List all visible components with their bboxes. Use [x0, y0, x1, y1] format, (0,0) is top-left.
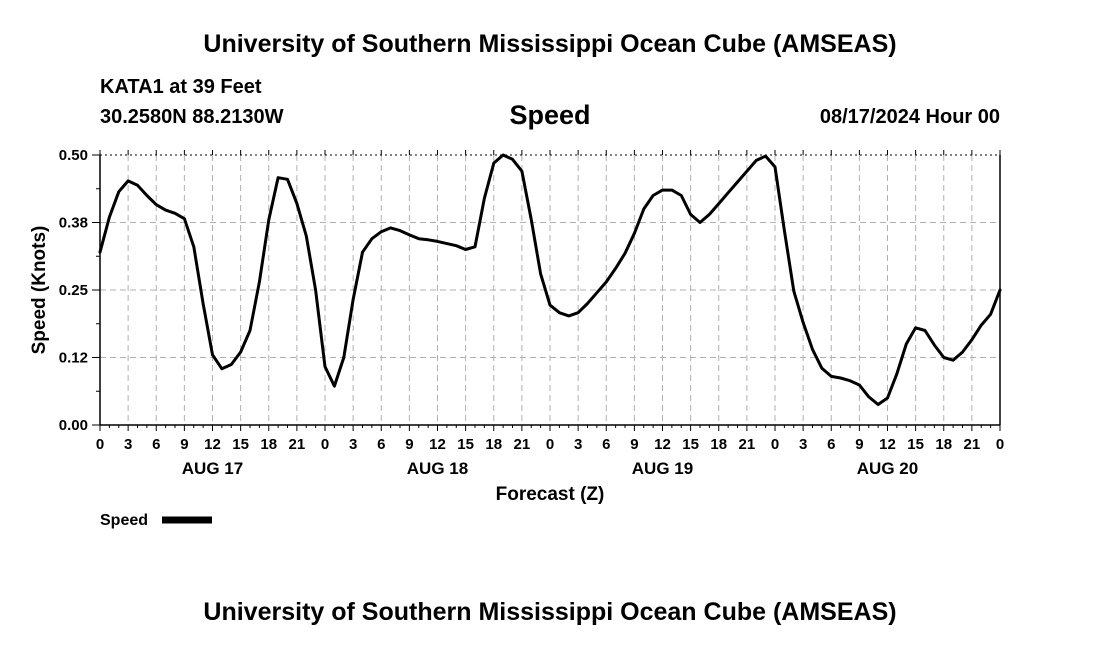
x-tick-label: 21	[739, 436, 756, 453]
y-axis-label: Speed (Knots)	[29, 226, 50, 355]
x-tick-label: 15	[682, 436, 699, 453]
grid	[100, 154, 1000, 425]
x-tick-label: 12	[204, 436, 221, 453]
x-tick-label: 18	[485, 436, 502, 453]
station-label: KATA1 at 39 Feet	[100, 76, 262, 98]
tick-labels: 0 3 6 9 12 15 18 21 0 3 6 9 12 15 18 21 0 3 6 9 12 15 18 21 0 3 6 9…	[59, 147, 1004, 478]
x-tick-label: 0	[546, 436, 554, 453]
legend-label: Speed	[100, 512, 148, 529]
coordinates-label: 30.2580N 88.2130W	[100, 106, 284, 128]
x-tick-label: 21	[964, 436, 981, 453]
day-label: AUG 18	[407, 459, 468, 478]
page-title: University of Southern Mississippi Ocean…	[203, 30, 897, 58]
x-tick-label: 9	[405, 436, 413, 453]
forecast-datetime: 08/17/2024 Hour 00	[819, 106, 1000, 128]
x-tick-label: 9	[630, 436, 638, 453]
x-tick-label: 21	[514, 436, 531, 453]
chart-title: Speed	[509, 100, 591, 130]
x-tick-label: 6	[152, 436, 160, 453]
speed-series-line	[98, 153, 1002, 406]
x-tick-label: 0	[96, 436, 104, 453]
x-tick-label: 21	[289, 436, 306, 453]
x-tick-label: 15	[457, 436, 474, 453]
x-tick-label: 9	[855, 436, 863, 453]
x-tick-label: 18	[260, 436, 277, 453]
x-tick-label: 6	[827, 436, 835, 453]
x-tick-label: 18	[710, 436, 727, 453]
x-tick-label: 15	[232, 436, 249, 453]
day-label: AUG 17	[182, 459, 243, 478]
y-tick-label: 0.50	[59, 147, 88, 164]
legend: Speed	[100, 512, 212, 529]
x-tick-label: 15	[907, 436, 924, 453]
x-tick-label: 12	[879, 436, 896, 453]
y-tick-label: 0.12	[59, 350, 88, 367]
x-tick-label: 3	[349, 436, 357, 453]
day-label: AUG 19	[632, 459, 693, 478]
x-axis-label: Forecast (Z)	[496, 484, 605, 505]
x-tick-label: 0	[771, 436, 779, 453]
x-tick-label: 3	[124, 436, 132, 453]
x-tick-label: 3	[574, 436, 582, 453]
y-tick-label: 0.00	[59, 417, 88, 434]
footer-title: University of Southern Mississippi Ocean…	[203, 598, 897, 626]
x-tick-label: 9	[180, 436, 188, 453]
x-tick-label: 12	[654, 436, 671, 453]
x-tick-label: 3	[799, 436, 807, 453]
series	[98, 153, 1002, 406]
x-tick-label: 12	[429, 436, 446, 453]
day-label: AUG 20	[857, 459, 918, 478]
x-tick-label: 6	[377, 436, 385, 453]
y-tick-label: 0.38	[59, 215, 88, 232]
x-tick-label: 0	[321, 436, 329, 453]
y-tick-label: 0.25	[59, 282, 88, 299]
x-tick-label: 6	[602, 436, 610, 453]
x-tick-label: 0	[996, 436, 1004, 453]
x-tick-label: 18	[935, 436, 952, 453]
